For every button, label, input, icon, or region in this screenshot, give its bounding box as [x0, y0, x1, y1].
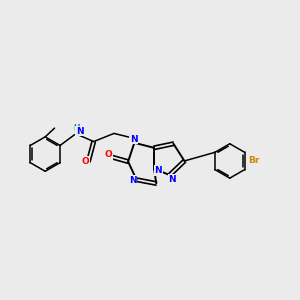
Text: N: N: [129, 176, 136, 185]
Text: N: N: [154, 166, 162, 175]
Text: N: N: [168, 175, 176, 184]
Text: O: O: [104, 150, 112, 159]
Text: Br: Br: [248, 157, 260, 166]
Text: O: O: [81, 157, 89, 166]
Text: N: N: [130, 134, 137, 143]
Text: N: N: [76, 127, 83, 136]
Text: H: H: [73, 124, 80, 133]
